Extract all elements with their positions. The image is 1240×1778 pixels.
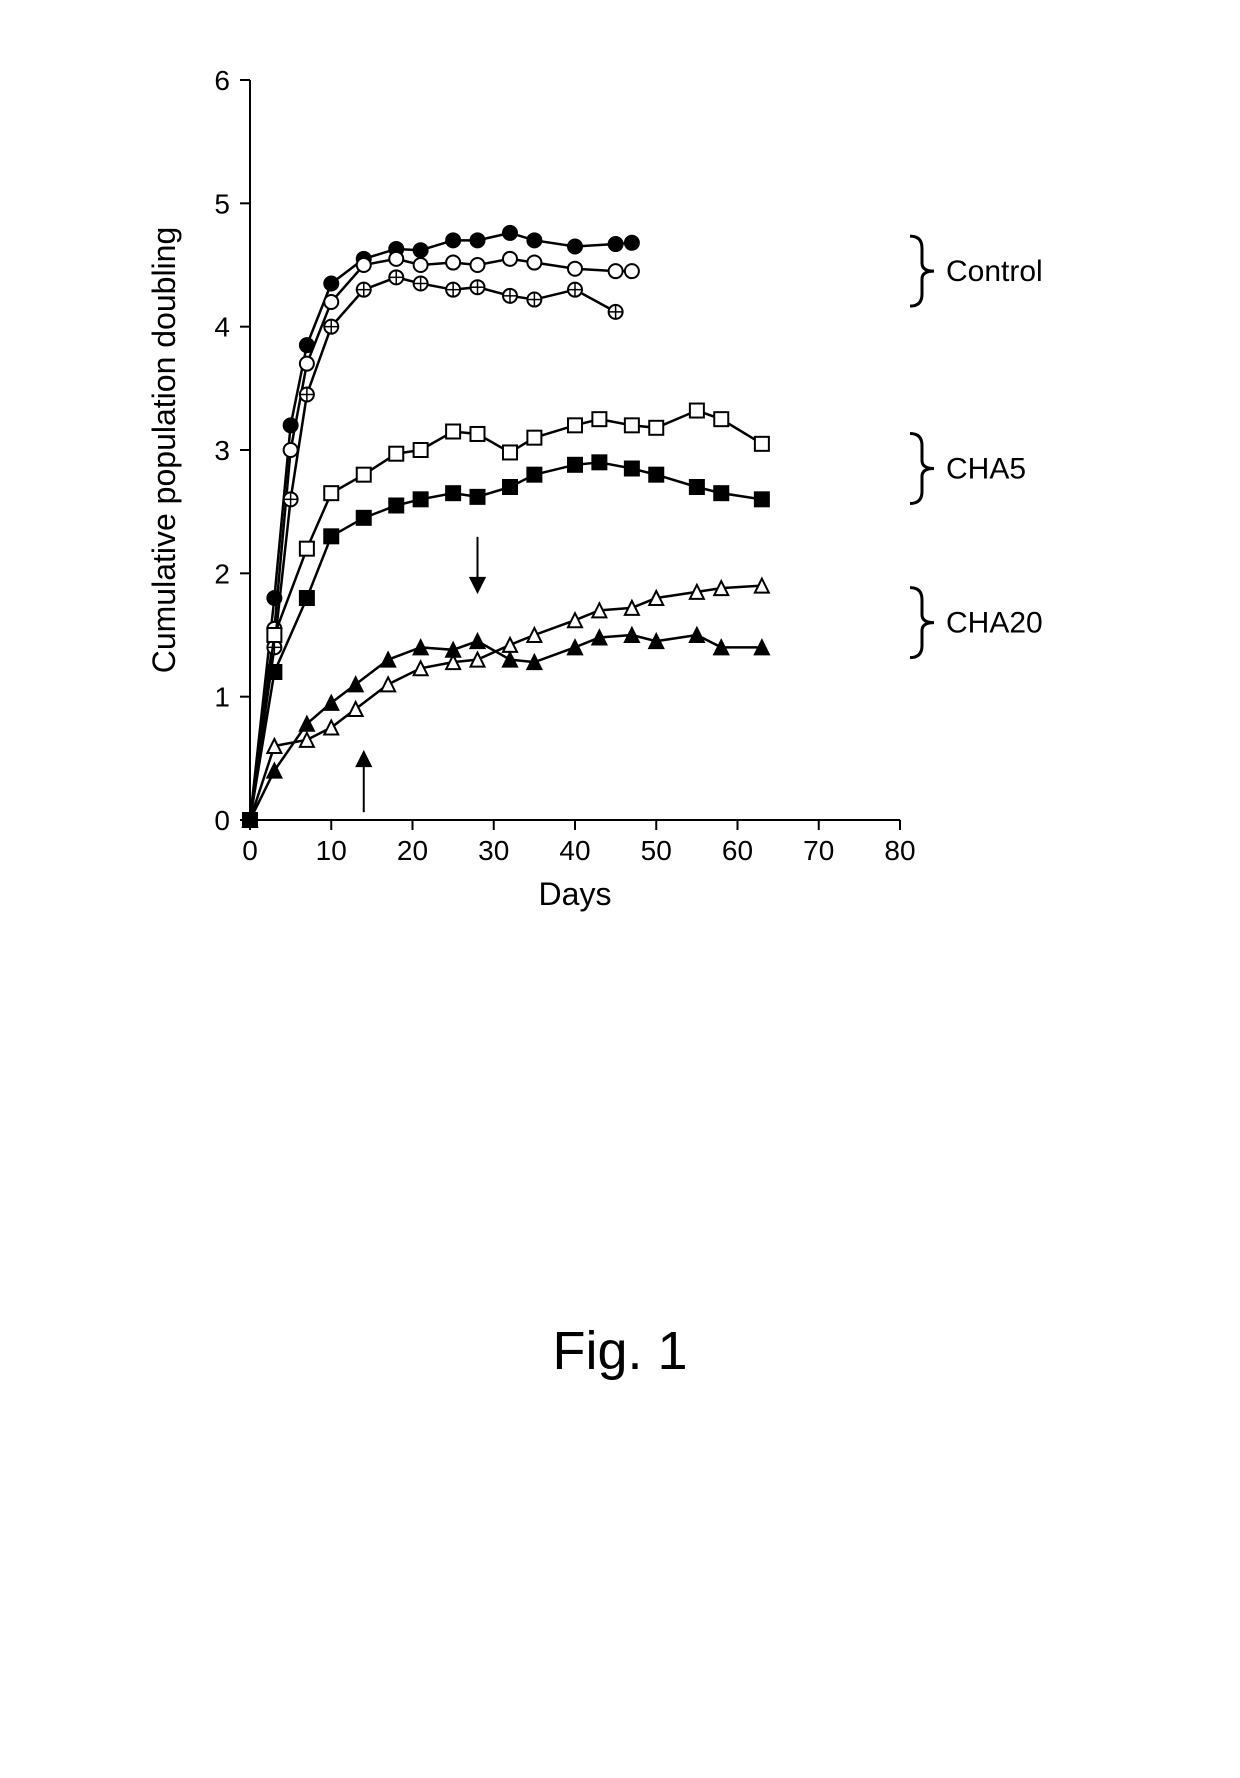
svg-text:10: 10 <box>316 835 347 866</box>
svg-text:20: 20 <box>397 835 428 866</box>
svg-text:0: 0 <box>214 805 230 836</box>
svg-text:60: 60 <box>722 835 753 866</box>
svg-text:6: 6 <box>214 65 230 96</box>
svg-text:5: 5 <box>214 188 230 219</box>
line-chart: 0 10 20 30 40 50 60 70 80 0 1 2 3 4 5 6 Days Cumulative p… <box>140 60 1100 920</box>
svg-text:1: 1 <box>214 682 230 713</box>
svg-text:Days: Days <box>539 876 612 912</box>
svg-text:0: 0 <box>242 835 258 866</box>
svg-text:CHA5: CHA5 <box>946 453 1026 486</box>
svg-text:70: 70 <box>803 835 834 866</box>
svg-text:CHA20: CHA20 <box>946 607 1043 640</box>
svg-text:2: 2 <box>214 558 230 589</box>
svg-text:50: 50 <box>641 835 672 866</box>
svg-text:30: 30 <box>478 835 509 866</box>
svg-text:Cumulative population doubling: Cumulative population doubling <box>146 227 182 674</box>
svg-text:3: 3 <box>214 435 230 466</box>
svg-text:4: 4 <box>214 312 230 343</box>
svg-text:40: 40 <box>559 835 590 866</box>
figure-caption: Fig. 1 <box>0 1320 1240 1382</box>
chart-container: 0 10 20 30 40 50 60 70 80 0 1 2 3 4 5 6 Days Cumulative p… <box>140 60 1100 920</box>
svg-text:80: 80 <box>884 835 915 866</box>
svg-text:Control: Control <box>946 255 1043 288</box>
